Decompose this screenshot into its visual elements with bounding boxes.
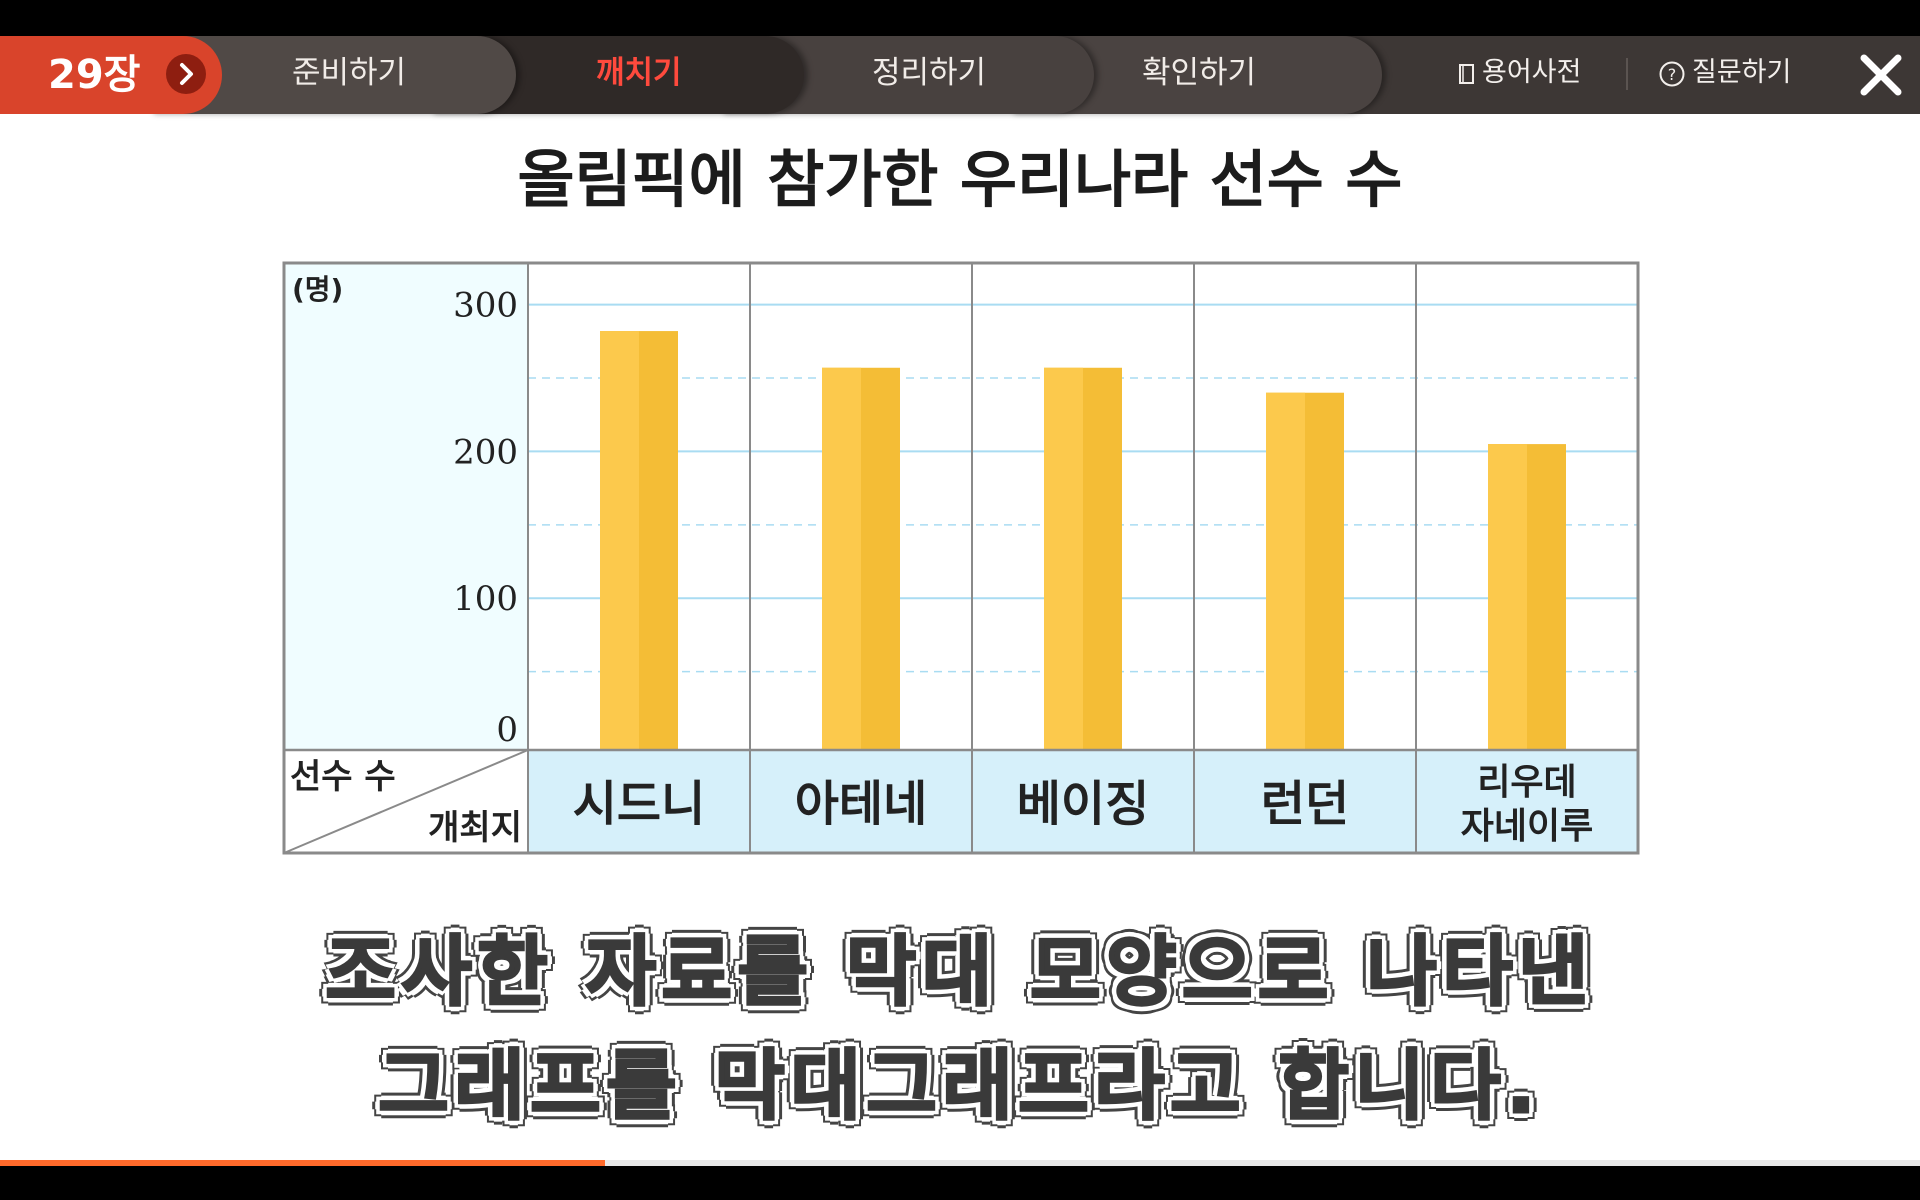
dictionary-label: 용어사전 (1482, 57, 1582, 88)
category-label: 시드니 (573, 776, 705, 832)
caption-line-2: 그래프를 막대그래프라고 합니다. (377, 1040, 1542, 1132)
top-black-strip (0, 0, 1920, 36)
category-row (528, 750, 1638, 853)
y-tick-label: 200 (453, 432, 518, 472)
corner-label-category: 개최지 (428, 808, 522, 848)
chapter-label: 29장 (48, 52, 141, 98)
dictionary-button[interactable]: 용어사전 (1458, 36, 1581, 114)
chart-title: 올림픽에 참가한 우리나라 선수 수 (517, 143, 1403, 216)
category-label: 베이징 (1017, 776, 1149, 832)
tab-summary-label: 정리하기 (872, 55, 987, 91)
tab-learn-label: 깨치기 (596, 55, 682, 91)
caption-line-1: 조사한 자료를 막대 모양으로 나타낸 (324, 926, 1595, 1018)
y-tick-label: 100 (453, 579, 518, 619)
category-label: 리우데 (1477, 762, 1576, 803)
book-icon (1459, 63, 1474, 84)
category-label: 자네이루 (1461, 806, 1593, 847)
y-tick-label: 300 (453, 286, 518, 326)
chevron-right-icon[interactable] (166, 54, 206, 94)
progress-fill (0, 1160, 605, 1166)
question-label: 질문하기 (1692, 57, 1792, 88)
chapter-badge[interactable]: 29장 (0, 36, 222, 114)
bar-highlight (1266, 392, 1305, 750)
toolbar-divider (1626, 58, 1628, 90)
y-axis-unit: (명) (292, 273, 343, 306)
tab-prepare-label: 준비하기 (292, 55, 407, 91)
svg-text:?: ? (1668, 65, 1677, 84)
progress-bar[interactable] (0, 1160, 1920, 1166)
corner-label-value: 선수 수 (290, 757, 396, 797)
bar-highlight (1044, 367, 1083, 750)
question-button[interactable]: ? 질문하기 (1658, 36, 1791, 114)
bottom-black-strip (0, 1166, 1920, 1200)
close-icon[interactable] (1856, 50, 1906, 100)
category-label: 아테네 (795, 776, 927, 832)
corner-diagonal (283, 749, 529, 854)
category-label: 런던 (1261, 776, 1349, 832)
y-tick-label: 0 (496, 710, 518, 750)
chart-frame (282, 261, 1640, 855)
bar-highlight (1488, 444, 1527, 750)
axis-panel (284, 263, 528, 750)
bar-highlight (600, 331, 639, 750)
question-icon: ? (1659, 61, 1685, 86)
bar-highlight (822, 367, 861, 750)
tab-check-label: 확인하기 (1142, 55, 1257, 91)
